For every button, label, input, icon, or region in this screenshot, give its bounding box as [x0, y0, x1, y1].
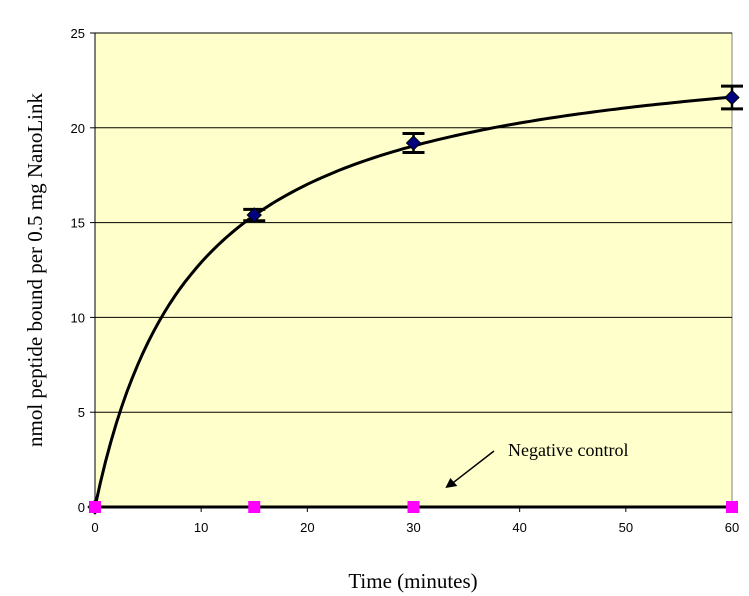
- y-tick-label: 0: [78, 500, 85, 515]
- data-point-square: [726, 501, 738, 513]
- y-tick-label: 20: [71, 121, 85, 136]
- data-point-square: [89, 501, 101, 513]
- annotation-arrow-head: [445, 478, 458, 489]
- x-axis-title: Time (minutes): [348, 569, 477, 593]
- x-tick-label: 30: [406, 520, 420, 535]
- data-markers: [87, 89, 740, 515]
- y-tick-labels: 0 5 10 15 20 25: [71, 26, 85, 515]
- annotation-arrow-shaft: [450, 450, 495, 485]
- x-tick-label: 10: [194, 520, 208, 535]
- x-tick-label: 50: [619, 520, 633, 535]
- y-tick-label: 10: [71, 310, 85, 325]
- gridlines: [95, 32, 732, 413]
- plot-area: [94, 32, 733, 508]
- data-point-diamond: [246, 207, 262, 223]
- x-tick-labels: 0 10 20 30 40 50 60: [91, 520, 739, 535]
- annotation-negative-control: Negative control: [508, 440, 628, 460]
- x-tick-label: 0: [91, 520, 98, 535]
- annotations: Negative control: [445, 440, 628, 489]
- y-tick-label: 5: [78, 405, 85, 420]
- data-point-diamond: [724, 89, 740, 106]
- data-point-square: [407, 501, 420, 513]
- y-tick-label: 25: [71, 26, 85, 41]
- x-tick-label: 20: [300, 520, 314, 535]
- x-tick-label: 60: [725, 520, 739, 535]
- data-point-square: [248, 501, 261, 513]
- y-axis-title: nmol peptide bound per 0.5 mg NanoLink: [23, 92, 47, 447]
- x-tick-label: 40: [512, 520, 526, 535]
- y-tick-label: 15: [71, 216, 85, 231]
- data-point-diamond: [405, 135, 422, 151]
